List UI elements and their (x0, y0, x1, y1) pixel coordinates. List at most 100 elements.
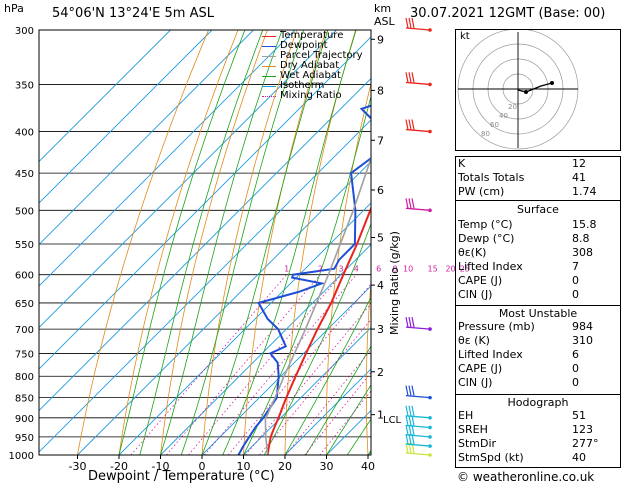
wind-barb-flag (411, 316, 415, 328)
pressure-tick-label: 600 (15, 271, 34, 282)
row-label: EH (458, 409, 474, 422)
wet-adiabat-line (118, 30, 246, 455)
pressure-tick-label: 900 (15, 414, 34, 425)
wind-barb (405, 81, 431, 86)
height-axis-unit: km (374, 2, 392, 15)
km-tick-label: 8 (377, 84, 384, 97)
wind-barb (405, 326, 431, 330)
table-row: CAPE (J) 0 (455, 274, 621, 288)
dry-adiabat-line (325, 81, 371, 455)
copyright-footer: © weatheronline.co.uk (457, 470, 595, 484)
row-value: 7 (572, 260, 579, 273)
legend-swatch (262, 75, 276, 77)
isotherm-line (284, 368, 371, 455)
mixing-ratio-label: 10 (403, 265, 413, 274)
x-tick-label: -10 (152, 460, 170, 473)
wind-barb (405, 415, 431, 419)
row-label: Pressure (mb) (458, 320, 535, 333)
isotherm-line (160, 243, 371, 455)
mixing-ratio-label: 2 (318, 265, 323, 274)
km-tick-label: 7 (377, 134, 384, 147)
dry-adiabat-line (405, 30, 444, 455)
wind-barb-flag (408, 415, 412, 426)
table-row: Dewp (°C) 8.8 (455, 232, 621, 246)
wind-barb-flag (408, 17, 412, 29)
mixing-ratio-line (130, 274, 287, 455)
legend-label: Isotherm (280, 80, 325, 91)
mixing-ratio-label: 25 (460, 265, 470, 274)
legend-item: Temperature (262, 31, 363, 41)
km-tick-label: 4 (377, 279, 384, 292)
row-label: θε (K) (458, 334, 490, 347)
pressure-tick-label: 1000 (9, 451, 34, 462)
row-value: 984 (572, 320, 593, 333)
row-label: Lifted Index (458, 348, 523, 361)
isotherm-line (118, 202, 371, 455)
wind-barb (405, 27, 431, 31)
row-label: K (458, 157, 466, 170)
legend-item: Dewpoint (262, 41, 363, 51)
wind-barb-flag (405, 433, 409, 445)
lcl-label: LCL (383, 415, 402, 426)
legend-swatch (262, 55, 276, 57)
pressure-tick-label: 550 (15, 240, 34, 251)
wind-barb-dot (428, 395, 432, 400)
isotherm-line (39, 119, 371, 453)
x-tick-label: 20 (278, 460, 292, 473)
legend-label: Mixing Ratio (280, 90, 342, 101)
hodograph-ring-label: 40 (499, 112, 508, 120)
legend-swatch (262, 85, 276, 87)
wind-barb-dot (428, 425, 432, 430)
chart-legend: Temperature Dewpoint Parcel Trajectory Dry … (262, 31, 363, 101)
most-unstable-table: Pressure (mb) 984 θε (K) 310 Lifted Index 6 CA… (455, 320, 621, 390)
x-tick-label: 10 (237, 460, 251, 473)
row-value: 0 (572, 288, 579, 301)
legend-label: Dewpoint (280, 40, 328, 51)
pressure-tick-label: 850 (15, 394, 34, 405)
x-axis-label: Dewpoint / Temperature (°C) (88, 469, 275, 484)
wet-adiabat-line (305, 345, 371, 455)
mixing-ratio-label: 1 (284, 265, 289, 274)
legend-swatch (262, 35, 276, 37)
wind-barb-flag (405, 17, 409, 29)
wet-adiabat-line (326, 384, 371, 455)
row-value: 40 (572, 451, 586, 464)
series-parcel-trajectory (264, 156, 371, 455)
table-row: Pressure (mb) 984 (455, 320, 621, 334)
wind-barb-flag (405, 385, 409, 396)
row-label: Lifted Index (458, 260, 523, 273)
table-row: θε(K) 308 (455, 246, 621, 260)
table-row: EH 51 (455, 409, 621, 423)
wind-barb-dot (428, 416, 432, 420)
wind-barb-flag (405, 316, 409, 328)
table-row: StmSpd (kt) 40 (455, 451, 621, 465)
wind-barb-flag (411, 415, 415, 426)
dry-adiabat-line (365, 278, 371, 455)
isotherm-line (39, 30, 296, 287)
mixing-ratio-line (245, 302, 371, 455)
mixing-ratio-label: 6 (376, 265, 381, 274)
legend-item: Mixing Ratio (262, 91, 363, 101)
wind-barb-flag (411, 72, 415, 83)
mixing-ratio-label: 8 (393, 265, 398, 274)
dry-adiabat-line (77, 30, 209, 455)
mixing-ratio-axis-label: Mixing Ratio (g/kg) (388, 231, 401, 335)
wet-adiabat-line (160, 30, 283, 455)
pressure-tick-label: 750 (15, 349, 34, 360)
row-label: StmSpd (kt) (458, 451, 524, 464)
wind-barb-dot (428, 129, 432, 134)
row-value: 1.74 (572, 185, 597, 198)
table-row: Totals Totals 41 (455, 171, 621, 185)
row-value: 6 (572, 348, 579, 361)
x-tick-label: 40 (361, 460, 375, 473)
wind-barb-flag (405, 198, 409, 209)
wind-barb (405, 434, 431, 438)
row-value: 0 (572, 274, 579, 287)
hodograph-ring-label: 20 (508, 103, 517, 111)
pressure-tick-label: 400 (15, 128, 34, 139)
series-temperature (266, 205, 371, 455)
wet-adiabat-line (284, 296, 371, 455)
km-tick-label: 2 (377, 366, 384, 379)
wind-barb-flag (408, 405, 412, 416)
